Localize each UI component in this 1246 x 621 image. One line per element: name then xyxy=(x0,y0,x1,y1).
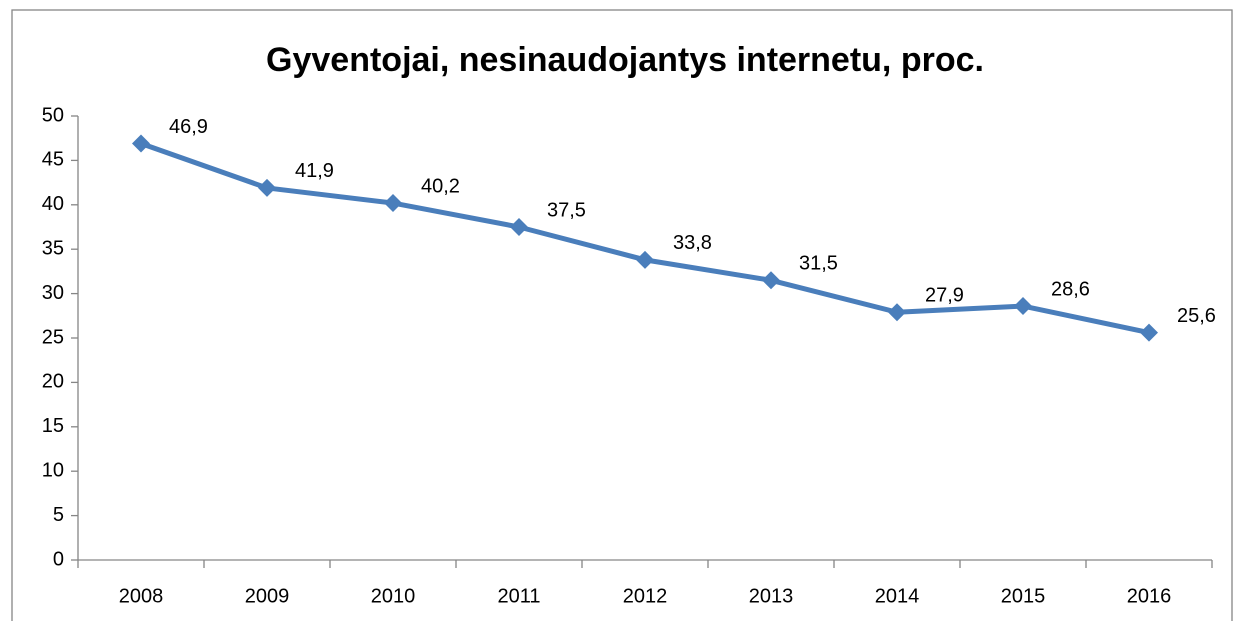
data-label: 27,9 xyxy=(925,285,964,307)
x-tick-label: 2015 xyxy=(1001,585,1046,607)
x-tick-label: 2012 xyxy=(623,585,668,607)
data-label: 31,5 xyxy=(799,253,838,275)
chart-frame xyxy=(11,9,1233,621)
marker xyxy=(1014,297,1032,316)
y-tick-label: 15 xyxy=(42,415,64,437)
data-label: 41,9 xyxy=(295,160,334,182)
y-tick-label: 0 xyxy=(53,548,64,570)
y-tick-label: 50 xyxy=(42,104,64,126)
y-tick-label: 5 xyxy=(53,504,64,526)
data-label: 37,5 xyxy=(547,199,586,221)
x-tick-label: 2013 xyxy=(749,585,794,607)
data-label: 28,6 xyxy=(1051,278,1090,300)
marker xyxy=(888,303,906,322)
marker xyxy=(384,194,402,213)
x-tick-label: 2010 xyxy=(371,585,416,607)
marker xyxy=(1140,323,1158,342)
y-tick-label: 20 xyxy=(42,371,64,393)
x-tick-label: 2014 xyxy=(875,585,920,607)
y-tick-label: 40 xyxy=(42,193,64,215)
marker xyxy=(510,218,528,236)
x-tick-label: 2011 xyxy=(497,585,540,607)
y-tick-label: 10 xyxy=(42,459,64,481)
y-tick-label: 45 xyxy=(42,149,64,171)
data-label: 33,8 xyxy=(673,232,712,254)
x-tick-label: 2009 xyxy=(245,585,290,607)
marker xyxy=(636,250,654,269)
data-label: 40,2 xyxy=(421,175,460,197)
marker xyxy=(258,178,276,197)
x-tick-label: 2008 xyxy=(119,585,164,607)
chart-title: Gyventojai, nesinaudojantys internetu, p… xyxy=(266,41,984,79)
y-tick-label: 30 xyxy=(42,282,64,304)
data-label: 46,9 xyxy=(169,116,208,138)
marker xyxy=(132,134,150,153)
data-label: 25,6 xyxy=(1177,305,1216,327)
marker xyxy=(762,271,780,290)
y-tick-label: 35 xyxy=(42,237,64,259)
y-tick-label: 25 xyxy=(42,326,64,348)
x-tick-label: 2016 xyxy=(1127,585,1172,607)
